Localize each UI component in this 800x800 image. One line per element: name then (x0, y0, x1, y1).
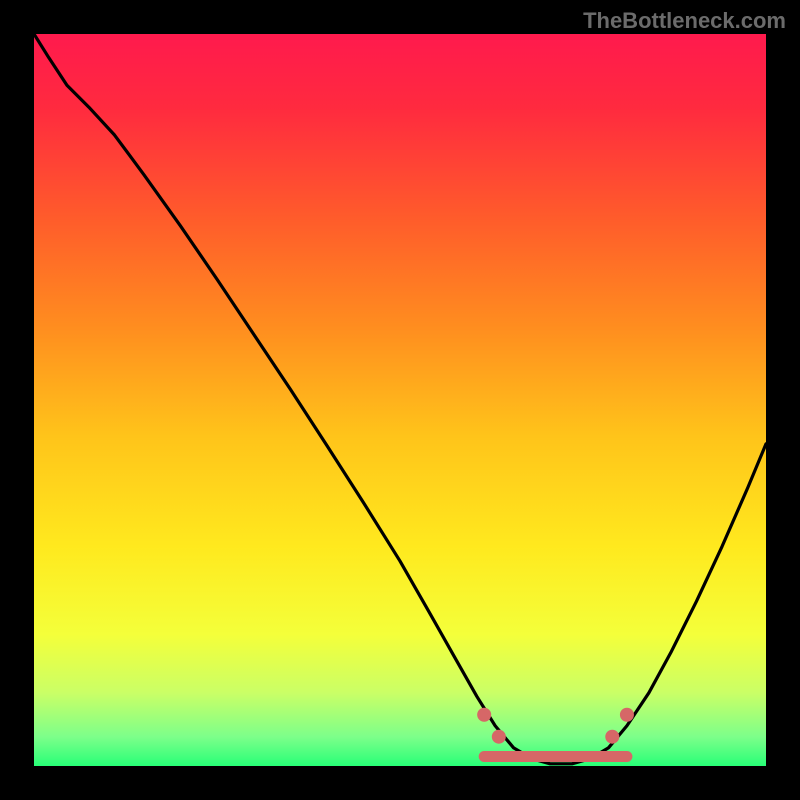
plot-area (34, 34, 766, 766)
attribution-label: TheBottleneck.com (583, 8, 786, 34)
figure-frame: TheBottleneck.com (0, 0, 800, 800)
trough-highlight (34, 34, 766, 766)
